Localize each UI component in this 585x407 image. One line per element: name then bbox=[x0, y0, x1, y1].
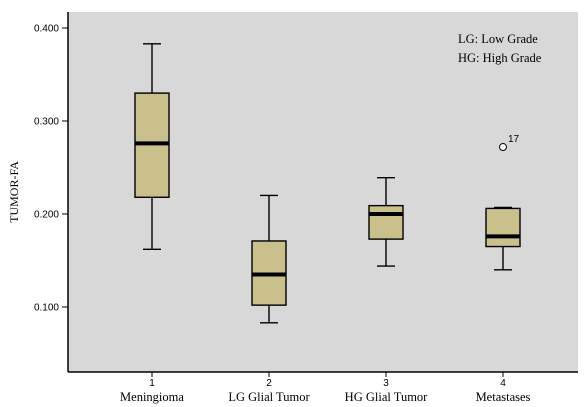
x-category-number: 2 bbox=[266, 378, 272, 389]
x-category-label: HG Glial Tumor bbox=[345, 390, 428, 404]
y-tick-label: 0.200 bbox=[34, 210, 59, 221]
legend: LG: Low Grade HG: High Grade bbox=[458, 32, 542, 65]
box-1 bbox=[134, 43, 170, 251]
box-2 bbox=[251, 194, 287, 324]
box-4: 17 bbox=[485, 134, 521, 271]
x-category-number: 4 bbox=[500, 378, 506, 389]
iqr-box bbox=[485, 207, 521, 248]
iqr-box bbox=[368, 204, 404, 240]
legend-line-2: HG: High Grade bbox=[458, 51, 542, 65]
outlier-label: 17 bbox=[508, 134, 520, 145]
x-category-label: LG Glial Tumor bbox=[228, 390, 310, 404]
box-3 bbox=[368, 177, 404, 267]
x-category-number: 3 bbox=[383, 378, 389, 389]
y-axis-label: TUMOR-FA bbox=[7, 161, 21, 223]
y-tick-label: 0.400 bbox=[34, 24, 59, 35]
x-category-label: Metastases bbox=[476, 390, 531, 404]
boxes: 17 bbox=[134, 43, 521, 324]
x-category-number: 1 bbox=[149, 378, 155, 389]
x-category-label: Meningioma bbox=[120, 390, 184, 404]
outlier-point bbox=[499, 143, 507, 152]
y-tick-label: 0.300 bbox=[34, 117, 59, 128]
legend-line-1: LG: Low Grade bbox=[458, 32, 538, 46]
y-ticks: 0.100 0.200 0.300 0.400 bbox=[34, 24, 68, 314]
y-tick-label: 0.100 bbox=[34, 303, 59, 314]
